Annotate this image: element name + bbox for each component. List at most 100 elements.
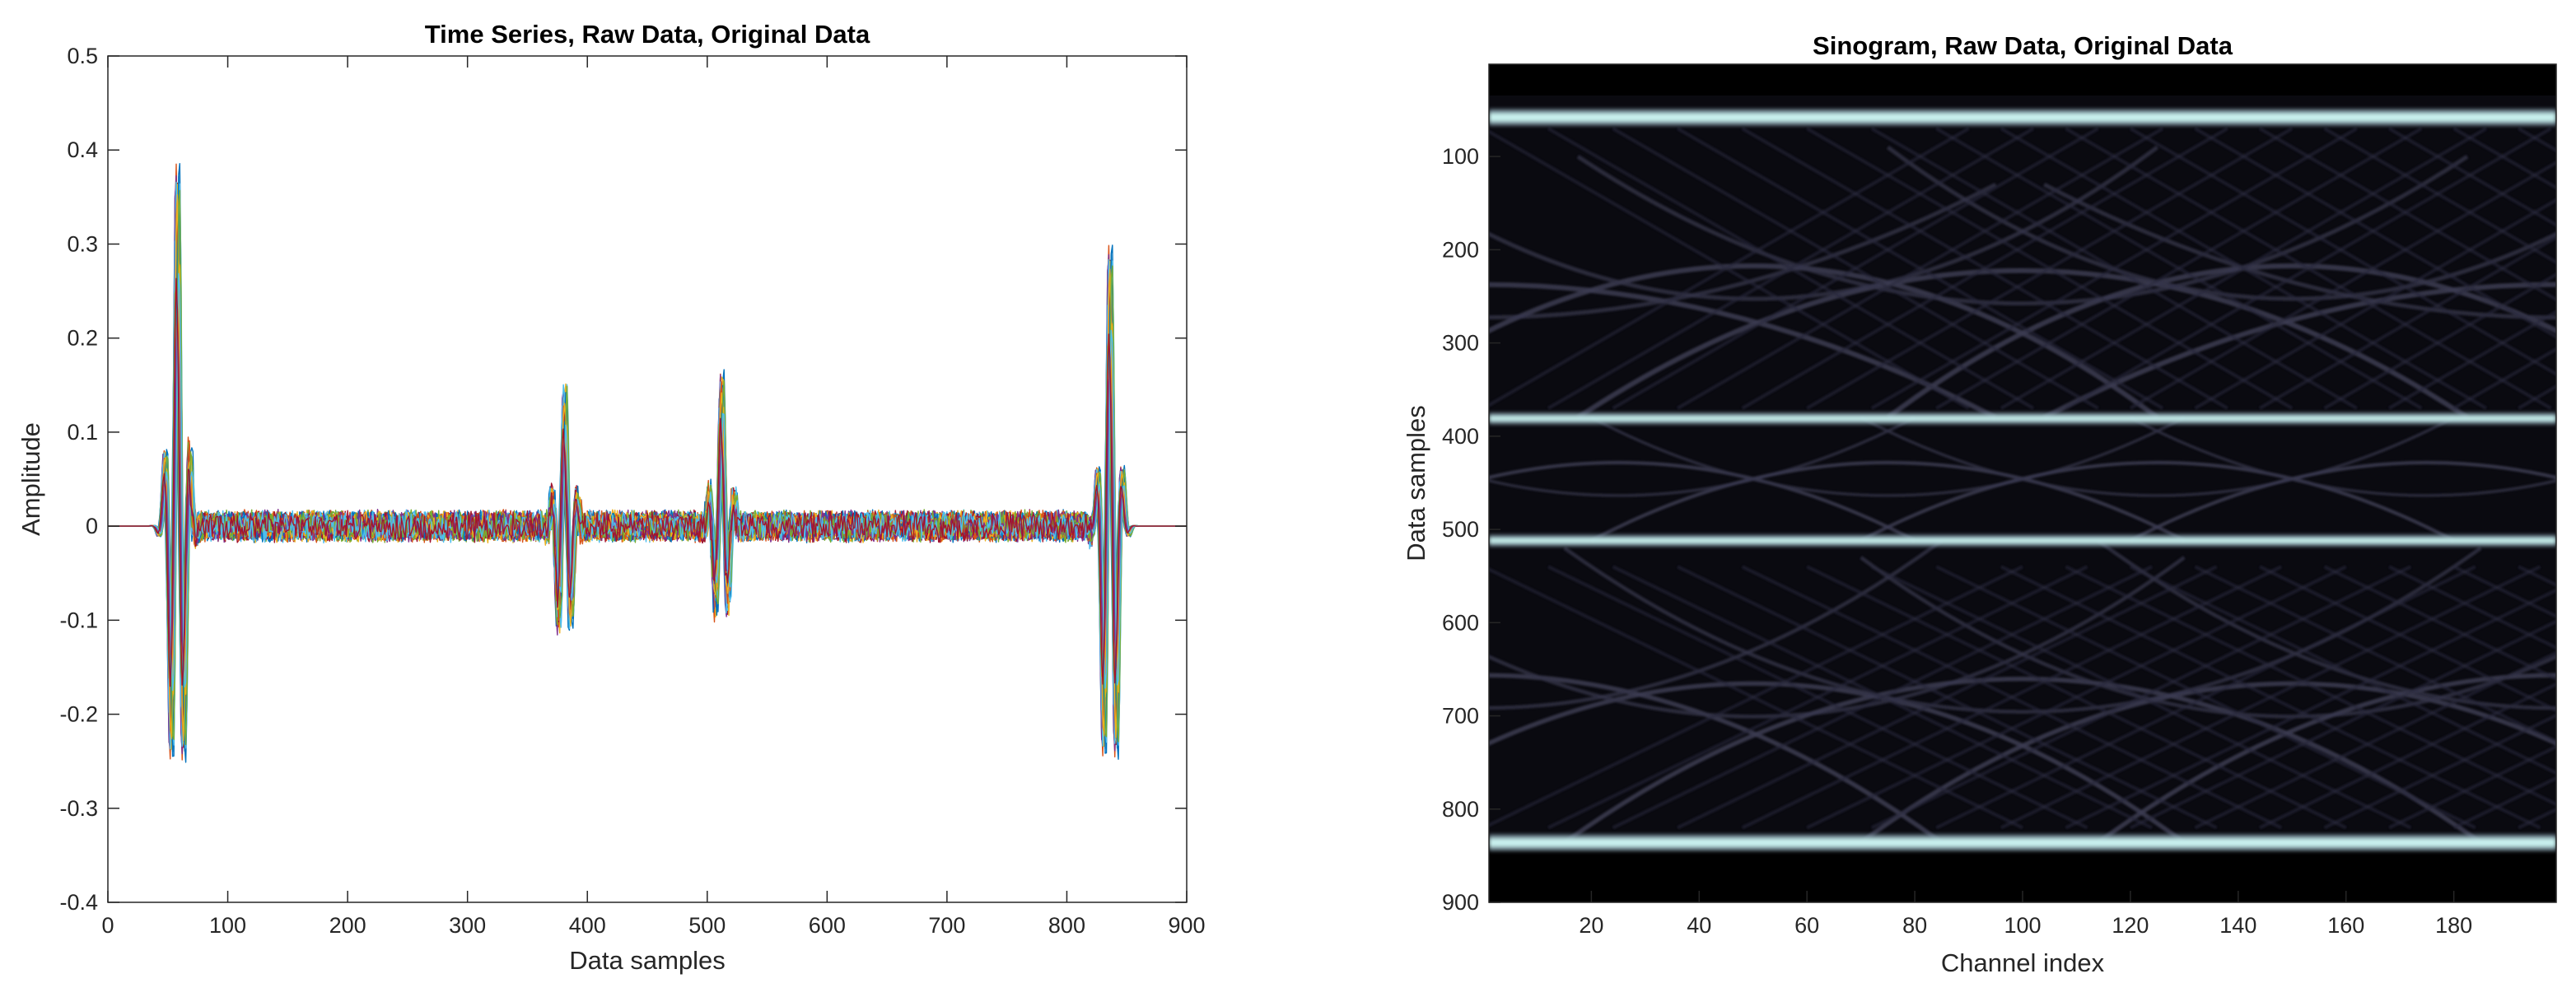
sinogram-arc — [1489, 182, 1997, 320]
sinogram-diagonal — [2388, 310, 2556, 410]
x-tick-label: 100 — [209, 913, 246, 938]
time-series-x-axis-label: Data samples — [569, 946, 726, 975]
sinogram-chart: Sinogram, Raw Data, Original Data 20 40 60… — [1402, 31, 2557, 977]
time-series-y-axis-label: Amplitude — [16, 422, 45, 536]
time-series-lines — [108, 163, 1187, 763]
sinogram-arc — [1576, 155, 2469, 305]
time-series-plot-area — [108, 56, 1187, 902]
x-tick-label: 600 — [809, 913, 846, 938]
y-tick-label: 0 — [86, 514, 98, 538]
sinogram-x-tick-label: 40 — [1687, 913, 1711, 938]
sinogram-x-tick-label: 120 — [2112, 913, 2149, 938]
sinogram-diagonal — [2259, 235, 2556, 410]
sinogram-image — [1489, 64, 2556, 902]
sinogram-diagonal — [1935, 565, 2476, 830]
time-series-frame — [107, 55, 1188, 903]
sinogram-diagonal — [2065, 588, 2556, 830]
sinogram-x-tick-label: 180 — [2435, 913, 2472, 938]
sinogram-diagonal — [2452, 565, 2556, 618]
sinogram-diagonal — [2130, 619, 2556, 830]
x-tick-label: 800 — [1048, 913, 1085, 938]
sinogram-x-axis-label: Channel index — [1941, 948, 2105, 977]
y-tick-label: -0.3 — [59, 796, 98, 821]
sinogram-y-tick-label: 200 — [1442, 237, 1479, 262]
sinogram-arc — [1886, 263, 2556, 420]
sinogram-arcs — [1489, 127, 2556, 845]
x-tick-label: 900 — [1168, 913, 1205, 938]
sinogram-arc — [2043, 182, 2556, 320]
sinogram-diagonal — [2388, 744, 2556, 830]
sinogram-diagonal — [2323, 713, 2556, 830]
sinogram-diagonal — [2194, 650, 2556, 830]
sinogram-arc — [1590, 416, 2186, 497]
time-series-chart: Time Series, Raw Data, Original Data 0 10… — [16, 20, 1206, 975]
y-tick-label: -0.2 — [59, 702, 98, 727]
sinogram-diagonal — [1612, 565, 2153, 830]
sinogram-diagonal — [1741, 565, 2283, 830]
sinogram-arc — [1489, 556, 2186, 719]
sinogram-diagonal — [2259, 682, 2556, 830]
sinogram-arc — [1576, 268, 2469, 420]
y-tick-label: -0.4 — [59, 890, 98, 915]
sinogram-x-tick-label: 60 — [1794, 913, 1819, 938]
sinogram-arc — [1860, 416, 2455, 497]
sinogram-arc — [1886, 145, 2556, 301]
sinogram-diagonal — [2323, 273, 2556, 410]
x-tick-label: 700 — [928, 913, 965, 938]
sinogram-title: Sinogram, Raw Data, Original Data — [1813, 31, 2233, 60]
sinogram-arc — [1489, 416, 1916, 497]
y-tick-label: 0.2 — [67, 326, 98, 351]
sinogram-diagonal — [1870, 565, 2412, 830]
sinogram-diagonal — [2388, 565, 2556, 650]
sinogram-arc — [1489, 538, 1944, 710]
sinogram-diagonal — [2323, 565, 2556, 681]
sinogram-arc — [1860, 460, 2455, 543]
sinogram-diagonal — [2000, 565, 2541, 830]
sinogram-x-tick-label: 80 — [1902, 913, 1927, 938]
sinogram-x-tick-label: 140 — [2219, 913, 2256, 938]
sinogram-y-tick-label: 100 — [1442, 144, 1479, 169]
sinogram-diagonal — [2323, 127, 2556, 264]
sinogram-diagonal — [2452, 347, 2556, 410]
sinogram-band — [1489, 538, 2556, 543]
sinogram-y-tick-label: 800 — [1442, 797, 1479, 822]
series-line — [108, 277, 1187, 687]
sinogram-arc — [1563, 676, 2482, 845]
y-tick-label: 0.3 — [67, 231, 98, 256]
sinogram-diagonal — [2452, 776, 2556, 830]
sinogram-arc — [1489, 263, 2159, 420]
sinogram-y-axis-label: Data samples — [1402, 405, 1430, 561]
sinogram-band — [1489, 838, 2556, 847]
sinogram-y-tick-label: 300 — [1442, 331, 1479, 356]
sinogram-axes: 20 40 60 80 100 120 140 160 180 100 200 300 400 500 60… — [1442, 144, 2472, 938]
sinogram-diagonal — [2194, 198, 2556, 410]
x-tick-label: 200 — [329, 913, 366, 938]
sinogram-diagonal — [2388, 127, 2556, 227]
sinogram-y-tick-label: 400 — [1442, 424, 1479, 449]
x-tick-label: 400 — [569, 913, 606, 938]
sinogram-x-tick-label: 20 — [1579, 913, 1603, 938]
sinogram-arc — [1489, 681, 2186, 845]
y-tick-label: 0.1 — [67, 420, 98, 445]
sinogram-arc — [1860, 681, 2556, 845]
y-tick-label: -0.1 — [59, 608, 98, 632]
sinogram-y-tick-label: 600 — [1442, 610, 1479, 635]
x-tick-label: 0 — [101, 913, 114, 938]
sinogram-diagonal — [1806, 565, 2347, 830]
sinogram-diagonal — [2452, 127, 2556, 190]
sinogram-x-tick-label: 160 — [2327, 913, 2364, 938]
sinogram-diagonal — [1677, 565, 2218, 830]
sinogram-band — [1489, 416, 2556, 422]
y-tick-label: 0.5 — [67, 44, 98, 68]
sinogram-arc — [2130, 416, 2556, 497]
time-series-title: Time Series, Raw Data, Original Data — [425, 20, 870, 49]
sinogram-arc — [2042, 282, 2556, 420]
time-series-axes: 0 100 200 300 400 500 600 700 800 900 -0.4 -0.3 -0.2… — [59, 44, 1205, 938]
x-tick-label: 300 — [449, 913, 486, 938]
sinogram-y-tick-label: 700 — [1442, 704, 1479, 729]
sinogram-arc — [1590, 460, 2186, 543]
sinogram-y-tick-label: 500 — [1442, 517, 1479, 542]
y-tick-label: 0.4 — [67, 137, 98, 162]
sinogram-band — [1489, 113, 2556, 122]
